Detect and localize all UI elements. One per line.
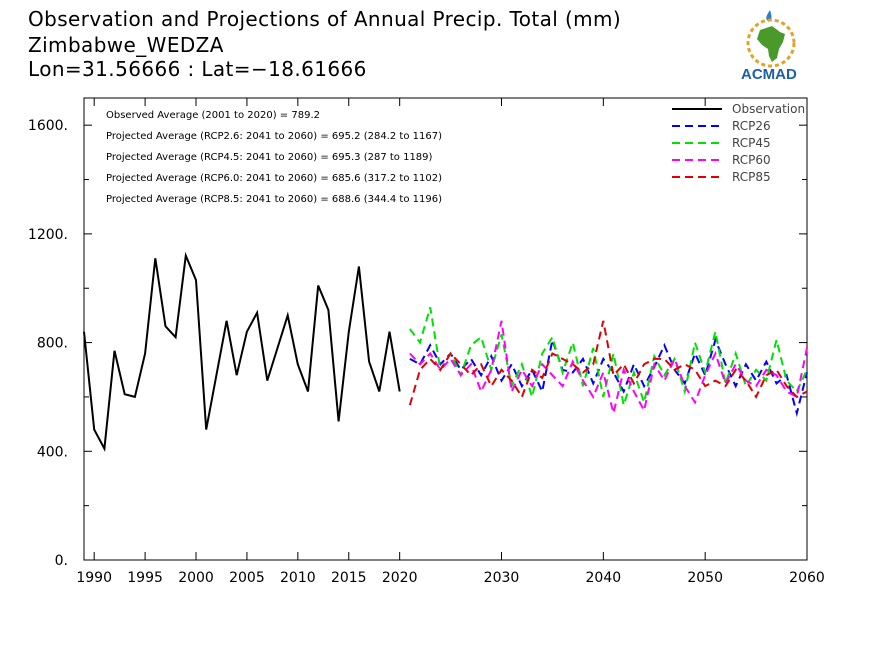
legend-label: RCP85: [732, 170, 771, 184]
series-line-observation: [83, 251, 401, 452]
stat-line: Projected Average (RCP6.0: 2041 to 2060)…: [106, 173, 442, 184]
stat-line: Projected Average (RCP4.5: 2041 to 2060)…: [106, 152, 433, 163]
x-tick-label: 2040: [586, 570, 622, 586]
station-coordinates: Lon=31.56666 : Lat=−18.61666: [28, 57, 367, 81]
series-line-rcp60: [409, 320, 808, 414]
x-tick-label: 1995: [127, 570, 163, 586]
x-tick-label: 2005: [229, 570, 265, 586]
stat-line: Projected Average (RCP8.5: 2041 to 2060)…: [106, 194, 442, 205]
stats-panel: Observed Average (2001 to 2020) = 789.2 P…: [106, 110, 442, 205]
legend-label: RCP45: [732, 136, 771, 150]
y-tick-label: 1200.: [28, 227, 68, 243]
axis-layer: 1990 1995 2000 2005 2010 2015 2020 2030 2040 2050…: [28, 98, 825, 586]
x-tick-label: 2060: [789, 570, 825, 586]
x-tick-label: 2050: [687, 570, 723, 586]
series-layer: [83, 251, 808, 452]
drop-icon: [766, 10, 772, 22]
chart-title: Observation and Projections of Annual Pr…: [28, 7, 622, 31]
acmad-logo: ACMAD: [738, 6, 818, 84]
y-tick-label: 800.: [37, 336, 68, 352]
x-tick-label: 2015: [331, 570, 367, 586]
stat-line: Projected Average (RCP2.6: 2041 to 2060)…: [106, 131, 442, 142]
legend-label: Observation: [732, 102, 805, 116]
africa-icon: [757, 26, 785, 62]
logo-ring: [746, 18, 796, 68]
series-line-rcp85: [408, 320, 808, 406]
x-tick-label: 2020: [382, 570, 418, 586]
station-name: Zimbabwe_WEDZA: [28, 33, 224, 57]
stat-line: Observed Average (2001 to 2020) = 789.2: [106, 110, 320, 121]
x-tick-label: 2010: [280, 570, 316, 586]
x-tick-label: 1990: [76, 570, 112, 586]
legend: Observation RCP26 RCP45 RCP60 RCP85: [672, 102, 805, 184]
plot-frame: [83, 97, 808, 561]
legend-label: RCP60: [732, 153, 771, 167]
x-tick-label: 2030: [484, 570, 520, 586]
series-line-rcp45: [409, 307, 808, 407]
x-tick-label: 2000: [178, 570, 214, 586]
y-tick-label: 1600.: [28, 118, 68, 134]
logo-text: ACMAD: [741, 66, 797, 83]
y-tick-label: 400.: [37, 444, 68, 460]
legend-label: RCP26: [732, 119, 771, 133]
y-tick-label: 0.: [55, 553, 68, 569]
